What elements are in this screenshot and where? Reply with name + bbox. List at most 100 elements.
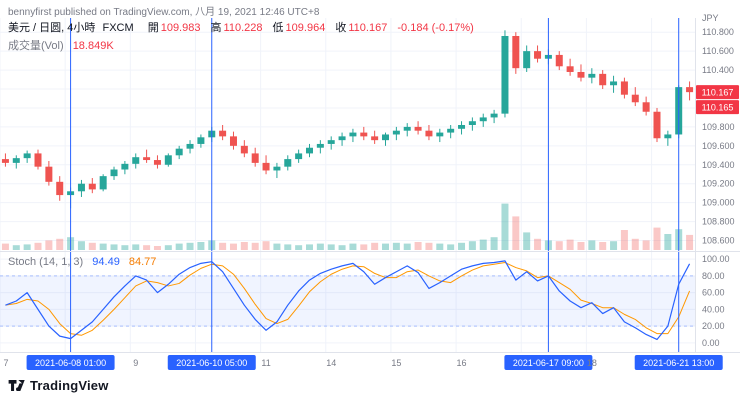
volume-bar — [588, 240, 596, 250]
candle-body — [588, 73, 596, 78]
svg-text:2021-06-08 01:00: 2021-06-08 01:00 — [35, 358, 106, 368]
candle-body — [371, 136, 379, 141]
svg-text:7: 7 — [3, 358, 8, 368]
volume-bar — [219, 242, 227, 250]
volume-bar — [143, 245, 151, 250]
svg-text:80.00: 80.00 — [702, 271, 725, 281]
svg-text:108.600: 108.600 — [702, 236, 735, 246]
time-axis[interactable]: 7 9 11 14 15 16 18 — [3, 358, 596, 368]
candle-body — [1, 159, 9, 163]
last-price-badge: 110.167 — [696, 85, 739, 100]
candle-body — [458, 125, 466, 129]
stoch-axis[interactable]: 100.00 80.00 60.00 40.00 20.00 0.00 — [702, 254, 730, 348]
marker-date-badge[interactable]: 2021-06-21 13:00 — [634, 355, 723, 370]
svg-text:14: 14 — [326, 358, 336, 368]
volume-bar — [392, 242, 400, 250]
volume-bar — [295, 245, 303, 250]
volume-bar — [99, 243, 107, 250]
candle-body — [88, 183, 96, 190]
marker-date-badge[interactable]: 2021-06-08 01:00 — [26, 355, 115, 370]
candle-body — [479, 117, 487, 122]
chart-canvas[interactable]: 2021-06-08 01:00 2021-06-10 05:00 2021-06-… — [0, 0, 740, 374]
candle-body — [45, 166, 53, 182]
high-value: 110.228 — [223, 22, 263, 34]
candle-body — [534, 51, 542, 59]
volume-bar — [447, 244, 455, 250]
candle-body — [110, 169, 118, 177]
volume-bar — [34, 242, 42, 250]
price-axis[interactable]: JPY110.800110.600110.400110.200110.00010… — [702, 13, 735, 246]
volume-bar — [523, 232, 531, 250]
svg-text:18: 18 — [587, 358, 597, 368]
marker-date-badge[interactable]: 2021-06-10 05:00 — [167, 355, 256, 370]
svg-text:108.800: 108.800 — [702, 217, 735, 227]
volume-bar — [403, 243, 411, 250]
grid-lines — [0, 18, 695, 352]
candle-body — [316, 143, 324, 148]
svg-text:109.200: 109.200 — [702, 179, 735, 189]
candle-body — [653, 111, 661, 139]
svg-text:110.167: 110.167 — [702, 88, 734, 98]
candle-body — [610, 81, 618, 86]
svg-text:2021-06-17 09:00: 2021-06-17 09:00 — [513, 358, 584, 368]
low-value: 109.964 — [285, 22, 326, 34]
volume-bar — [642, 240, 650, 250]
volume-bar — [620, 230, 628, 250]
candle-body — [664, 134, 672, 139]
volume-bar — [371, 242, 379, 250]
candle-body — [577, 71, 585, 78]
volume-bar — [468, 241, 476, 250]
stoch-legend[interactable]: Stoch (14, 1, 3) 94.49 84.77 — [8, 256, 156, 268]
volume-bar — [610, 241, 618, 250]
candle-body — [523, 51, 531, 69]
candle-body — [447, 128, 455, 133]
candle-body — [143, 157, 151, 161]
marker-date-badge[interactable]: 2021-06-17 09:00 — [504, 355, 593, 370]
volume-bar — [153, 246, 161, 250]
volume-bar — [686, 234, 694, 250]
candle-body — [77, 183, 85, 192]
candle-body — [382, 134, 390, 141]
candle-body — [642, 102, 650, 112]
footer-attribution[interactable]: TradingView — [8, 377, 109, 394]
candle-body — [327, 140, 335, 144]
volume-bar — [23, 244, 31, 250]
volume-bar — [121, 245, 129, 250]
volume-bar — [175, 243, 183, 250]
volume-legend[interactable]: 成交量(Vol) 18.849K — [8, 37, 114, 53]
svg-text:15: 15 — [391, 358, 401, 368]
volume-bar — [436, 243, 444, 250]
volume-bar — [273, 243, 281, 250]
volume-bar — [45, 240, 53, 250]
symbol-legend[interactable]: 美元 / 日圆, 4小時 FXCM 開 109.983 高 110.228 低 109… — [8, 19, 474, 35]
svg-text:JPY: JPY — [702, 13, 719, 23]
volume-bar — [653, 227, 661, 250]
low-label: 低 — [272, 22, 284, 34]
stoch-label: Stoch (14, 1, 3) — [8, 256, 84, 268]
candle-body — [295, 153, 303, 160]
candle-body — [566, 66, 574, 72]
volume-bar — [316, 243, 324, 250]
candle-body — [349, 132, 357, 137]
volume-bar — [534, 238, 542, 250]
candle-body — [425, 130, 433, 137]
svg-text:109.600: 109.600 — [702, 141, 735, 151]
candle-body — [631, 94, 639, 103]
candle-body — [229, 136, 237, 146]
svg-text:2021-06-21 13:00: 2021-06-21 13:00 — [643, 358, 714, 368]
open-value: 109.983 — [160, 22, 201, 34]
exchange-label: FXCM — [102, 22, 134, 34]
volume-bar — [349, 243, 357, 250]
tradingview-logo-icon — [8, 377, 25, 394]
candle-body — [56, 181, 64, 196]
stoch-d-line — [5, 262, 691, 336]
candle-body — [262, 162, 270, 171]
brand-name: TradingView — [30, 378, 109, 393]
volume-bar — [56, 238, 64, 250]
candle-body — [512, 35, 520, 69]
volume-bar — [284, 244, 292, 250]
close-label: 收 — [335, 22, 347, 34]
volume-bars — [1, 203, 694, 250]
volume-bar — [599, 242, 607, 250]
